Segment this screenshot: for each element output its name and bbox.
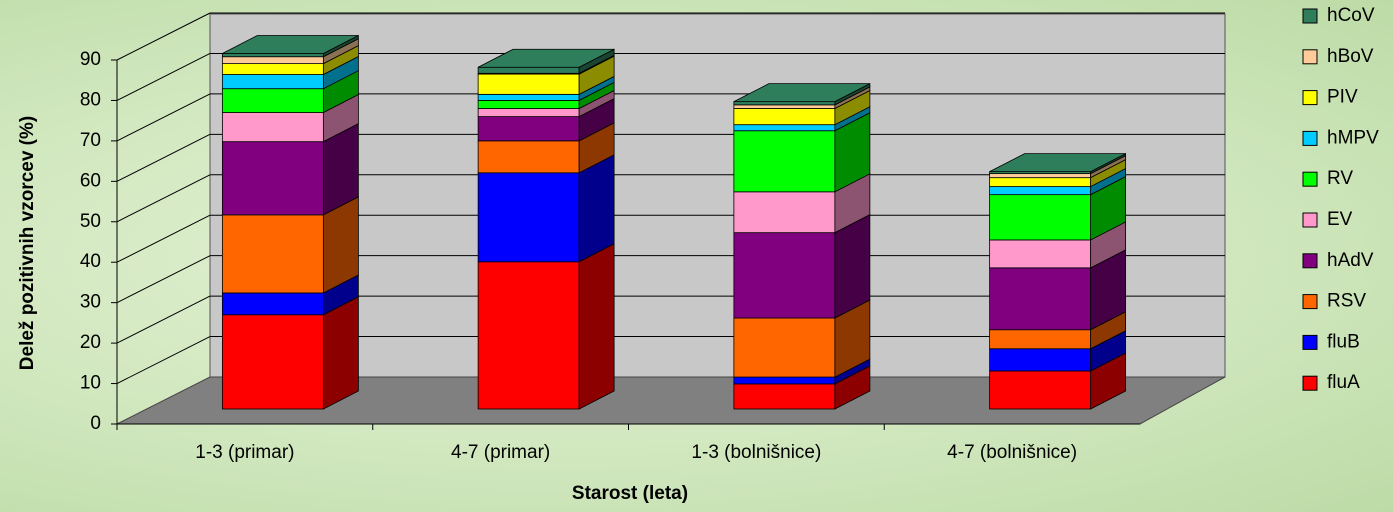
bar-segment bbox=[733, 376, 836, 385]
legend-swatch bbox=[1302, 171, 1318, 187]
grid-line bbox=[116, 336, 211, 385]
legend-label: RV bbox=[1327, 168, 1353, 189]
bar-segment bbox=[221, 141, 324, 216]
bar-segment bbox=[989, 370, 1092, 410]
bar-segment bbox=[477, 73, 580, 95]
grid-line bbox=[116, 133, 211, 182]
bar-segment bbox=[733, 130, 836, 193]
bar-segment bbox=[221, 74, 324, 90]
bar-segment bbox=[733, 101, 836, 106]
bar-side bbox=[578, 243, 615, 410]
bar-segment bbox=[733, 317, 836, 378]
bar-segment bbox=[733, 232, 836, 319]
y-tick-label: 30 bbox=[80, 292, 101, 313]
legend-label: hBoV bbox=[1327, 46, 1374, 67]
bar-segment bbox=[221, 214, 324, 294]
y-tick-label: 40 bbox=[80, 251, 101, 272]
bar-top bbox=[222, 35, 359, 54]
legend-label: RSV bbox=[1327, 291, 1366, 312]
bar-segment bbox=[733, 108, 836, 126]
bar-segment bbox=[989, 267, 1092, 331]
y-tick-label: 80 bbox=[80, 89, 101, 110]
grid-line bbox=[116, 255, 211, 304]
bar-top bbox=[477, 48, 615, 68]
bar-segment bbox=[221, 292, 324, 316]
bar-segment bbox=[477, 116, 580, 142]
bar-segment bbox=[221, 53, 324, 58]
y-axis-title: Delež pozitivnih vzorcev (%) bbox=[17, 116, 38, 370]
legend-label: hMPV bbox=[1327, 127, 1379, 148]
grid-line bbox=[116, 12, 211, 61]
grid-line bbox=[116, 93, 211, 142]
legend-label: PIV bbox=[1327, 87, 1358, 108]
bar-segment bbox=[733, 191, 836, 234]
x-tick-label: 4-7 (bolnišnice) bbox=[947, 442, 1077, 463]
legend-label: EV bbox=[1327, 209, 1353, 230]
bar-segment bbox=[477, 261, 580, 410]
bar-segment bbox=[989, 329, 1092, 350]
legend-label: hCoV bbox=[1327, 5, 1375, 26]
y-tick-label: 20 bbox=[80, 332, 101, 353]
bar-segment bbox=[477, 66, 580, 74]
bar-segment bbox=[221, 63, 324, 75]
bar-side bbox=[578, 154, 615, 263]
bar-segment bbox=[221, 314, 324, 410]
bar-top bbox=[733, 83, 871, 103]
bar-top bbox=[989, 153, 1126, 172]
bar-segment bbox=[477, 100, 580, 109]
y-tick-label: 10 bbox=[80, 373, 101, 394]
legend-swatch bbox=[1302, 375, 1318, 391]
legend-swatch bbox=[1302, 253, 1318, 269]
bar-segment bbox=[221, 112, 324, 143]
legend-swatch bbox=[1302, 334, 1318, 350]
bar-segment bbox=[989, 173, 1092, 179]
bar-segment bbox=[477, 140, 580, 174]
bar-segment bbox=[477, 172, 580, 263]
bar-segment bbox=[221, 88, 324, 113]
y-tick-label: 90 bbox=[80, 49, 101, 70]
legend-swatch bbox=[1302, 294, 1318, 310]
bar-segment bbox=[989, 177, 1092, 187]
x-axis-title: Starost (leta) bbox=[572, 483, 688, 504]
bar-segment bbox=[989, 348, 1092, 372]
x-tick-label: 1-3 (bolnišnice) bbox=[691, 442, 821, 463]
x-tick-label: 1-3 (primar) bbox=[195, 442, 294, 463]
bar-segment bbox=[989, 239, 1092, 269]
y-tick-label: 60 bbox=[80, 170, 101, 191]
legend-label: fluB bbox=[1327, 331, 1360, 352]
legend-label: hAdV bbox=[1327, 250, 1374, 271]
grid-line bbox=[116, 214, 211, 263]
grid-line bbox=[116, 174, 211, 223]
bar-segment bbox=[989, 194, 1092, 241]
y-tick-label: 0 bbox=[90, 413, 101, 434]
bar-side bbox=[322, 296, 359, 410]
legend-swatch bbox=[1302, 49, 1318, 65]
bar-segment bbox=[221, 56, 324, 65]
legend-label: fluA bbox=[1327, 372, 1360, 393]
bar-segment bbox=[733, 383, 836, 410]
legend-swatch bbox=[1302, 212, 1318, 228]
legend-swatch bbox=[1302, 130, 1318, 146]
x-tick-label: 4-7 (primar) bbox=[451, 442, 550, 463]
bar-segment bbox=[733, 104, 836, 109]
grid-line bbox=[116, 52, 211, 101]
legend-swatch bbox=[1302, 90, 1318, 106]
bar-segment bbox=[733, 124, 836, 132]
y-tick-label: 50 bbox=[80, 211, 101, 232]
bar-segment bbox=[477, 108, 580, 117]
bar-segment bbox=[477, 93, 580, 101]
grid-line bbox=[116, 295, 211, 344]
bar-segment bbox=[989, 186, 1092, 196]
y-tick-label: 70 bbox=[80, 130, 101, 151]
legend-swatch bbox=[1302, 8, 1318, 24]
